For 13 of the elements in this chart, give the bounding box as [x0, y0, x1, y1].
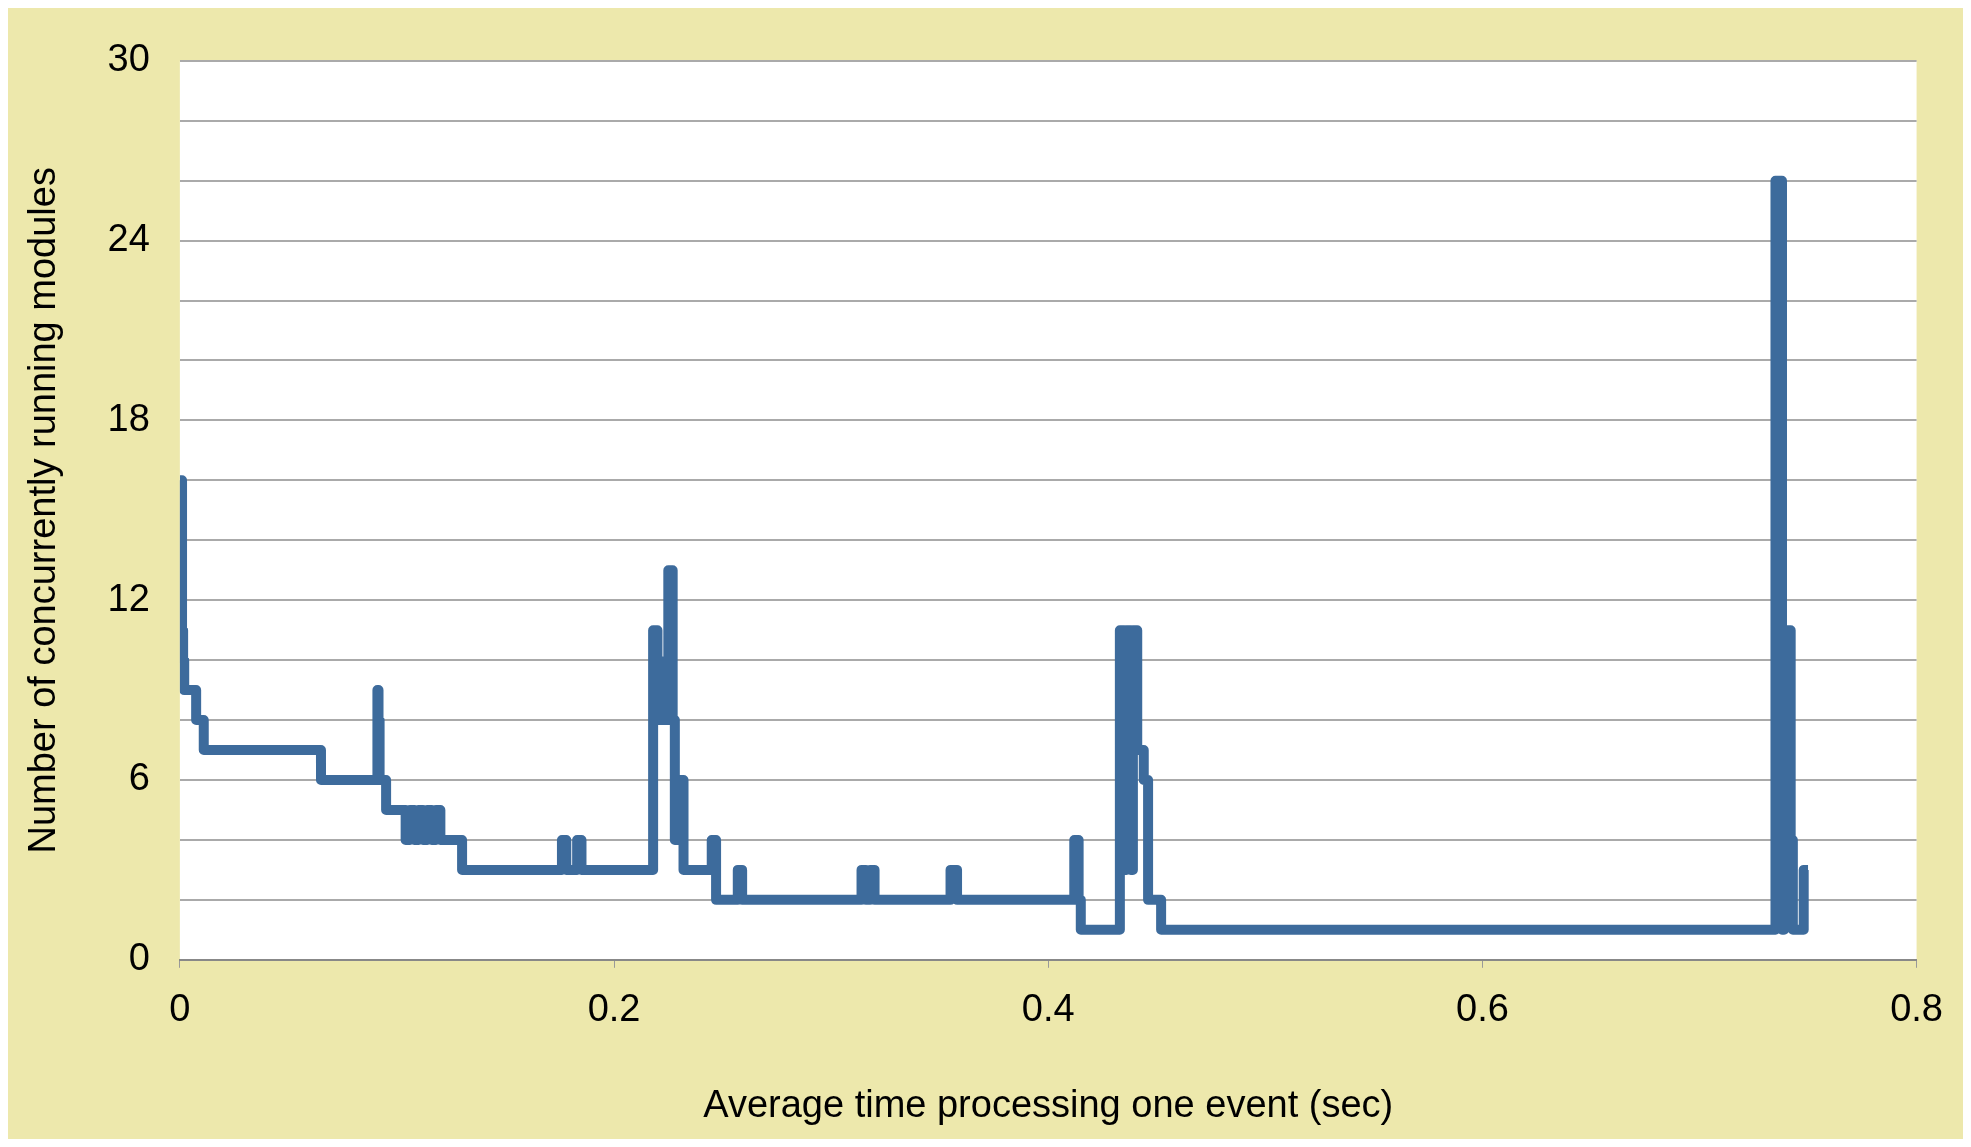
y-tick-label: 30	[107, 37, 150, 80]
y-tick-label: 6	[128, 756, 150, 799]
x-axis-title: Average time processing one event (sec)	[703, 1082, 1394, 1125]
x-tick-label: 0.8	[1890, 987, 1943, 1030]
y-tick-label: 12	[107, 576, 150, 619]
y-tick-label: 18	[107, 396, 150, 439]
x-tick-label: 0.2	[587, 987, 641, 1030]
x-tick-label: 0.4	[1021, 987, 1075, 1030]
y-axis-title: Number of concurrently running modules	[21, 167, 64, 854]
x-tick-label: 0	[169, 987, 191, 1030]
y-tick-label: 24	[107, 217, 150, 260]
y-tick-label: 0	[128, 936, 150, 979]
x-tick-label: 0.6	[1455, 987, 1509, 1030]
